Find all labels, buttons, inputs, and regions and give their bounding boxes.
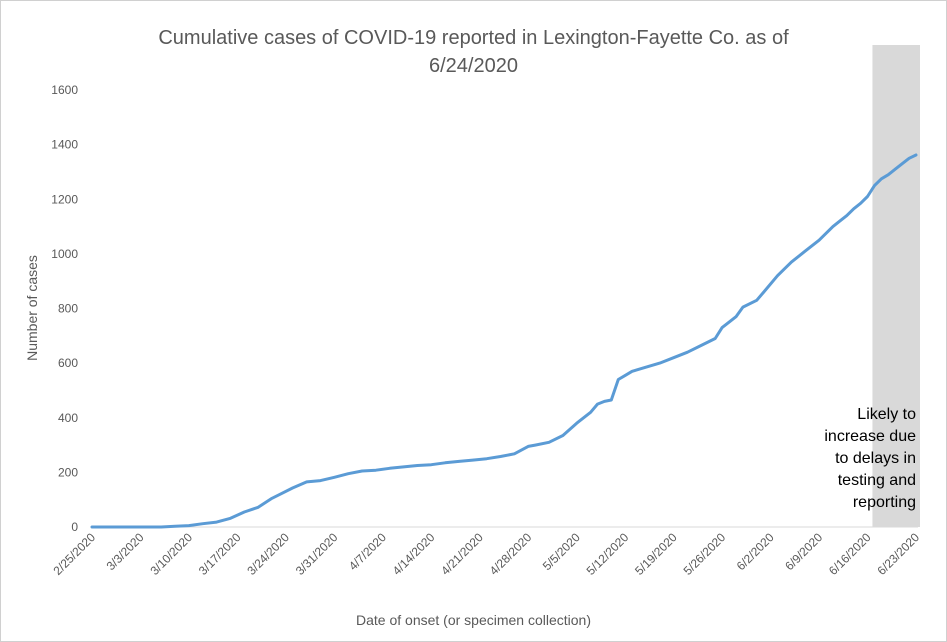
x-tick-label: 5/26/2020: [681, 530, 729, 578]
y-tick-label: 200: [58, 465, 78, 479]
x-tick-label: 4/7/2020: [346, 530, 389, 573]
y-tick-label: 1200: [51, 192, 78, 206]
annotation-delays: Likely to increase due to delays in testing…: [800, 404, 916, 514]
x-tick-label: 5/12/2020: [584, 530, 632, 578]
y-tick-label: 800: [58, 302, 78, 316]
annotation-line: increase due: [824, 428, 916, 445]
x-tick-label: 6/9/2020: [782, 530, 825, 573]
y-tick-label: 1400: [51, 138, 78, 152]
y-tick-label: 1000: [51, 247, 78, 261]
annotation-line: reporting: [852, 494, 916, 511]
y-tick-label: 600: [58, 356, 78, 370]
x-tick-label: 3/10/2020: [147, 530, 195, 578]
y-tick-label: 400: [58, 411, 78, 425]
x-tick-label: 6/16/2020: [826, 530, 874, 578]
x-tick-label: 4/28/2020: [487, 530, 535, 578]
series-line-cumulative-cases: [90, 153, 918, 529]
chart-title: Cumulative cases of COVID-19 reported in…: [0, 24, 947, 80]
x-tick-label: 3/3/2020: [104, 530, 147, 573]
x-tick-label: 2/25/2020: [50, 530, 98, 578]
chart-title-line-1: Cumulative cases of COVID-19 reported in…: [158, 27, 789, 49]
y-tick-label: 1600: [51, 83, 78, 97]
y-axis-title: Number of cases: [24, 255, 40, 361]
annotation-line: to delays in: [835, 450, 916, 467]
y-tick-label: 0: [71, 520, 78, 534]
x-tick-label: 6/23/2020: [874, 530, 922, 578]
shaded-region: [872, 45, 920, 527]
x-tick-label: 5/19/2020: [632, 530, 680, 578]
x-tick-label: 3/17/2020: [196, 530, 244, 578]
chart-title-line-2: 6/24/2020: [429, 55, 518, 77]
annotation-line: testing and: [837, 472, 916, 489]
x-axis-ticks: 2/25/2020 3/3/2020 3/10/2020 3/17/2020 3/24/…: [50, 530, 922, 578]
annotation-line: Likely to: [857, 406, 916, 423]
x-tick-label: 5/5/2020: [540, 530, 583, 573]
x-axis-title: Date of onset (or specimen collection): [356, 612, 591, 628]
y-axis-ticks: 0 200 400 600 800 1000 1200 1400 1600: [51, 83, 78, 534]
x-tick-label: 6/2/2020: [734, 530, 777, 573]
x-tick-label: 3/24/2020: [244, 530, 292, 578]
x-tick-label: 4/14/2020: [390, 530, 438, 578]
x-tick-label: 4/21/2020: [438, 530, 486, 578]
x-tick-label: 3/31/2020: [293, 530, 341, 578]
